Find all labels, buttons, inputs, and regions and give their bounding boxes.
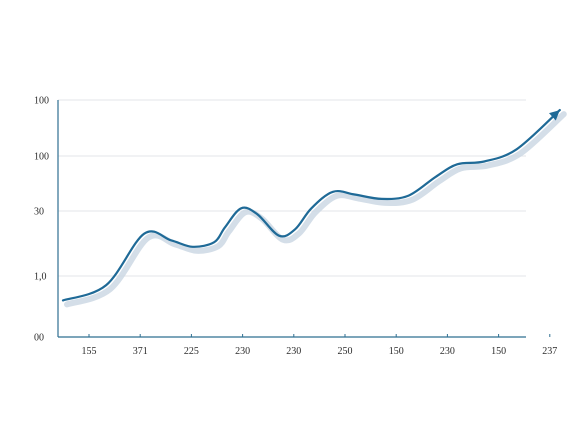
x-tick-label: 150 <box>389 346 404 357</box>
ticks: 00 1,0 30 100 100 155 371 225 230 230 250 150 230 150… <box>34 96 557 358</box>
arrowhead-icon <box>549 110 560 121</box>
x-tick-label: 237 <box>542 346 557 357</box>
series-line-0 <box>61 109 561 302</box>
x-tick-label: 225 <box>184 346 199 357</box>
y-tick-label: 100 <box>34 96 49 107</box>
x-tick-label: 230 <box>440 346 455 357</box>
y-tick-label: 100 <box>34 152 49 163</box>
x-tick-label: 155 <box>82 346 97 357</box>
x-tick-label: 230 <box>286 346 301 357</box>
axes <box>57 100 526 338</box>
series-layer <box>61 109 567 308</box>
y-tick-label: 00 <box>34 333 44 344</box>
series-line-shadow <box>64 111 567 308</box>
grid-lines <box>58 99 526 277</box>
y-tick-label: 1,0 <box>34 272 47 283</box>
x-tick-label: 250 <box>338 346 353 357</box>
x-tick-label: 230 <box>235 346 250 357</box>
x-tick-label: 150 <box>491 346 506 357</box>
y-tick-label: 30 <box>34 207 44 218</box>
x-tick-label: 371 <box>133 346 148 357</box>
